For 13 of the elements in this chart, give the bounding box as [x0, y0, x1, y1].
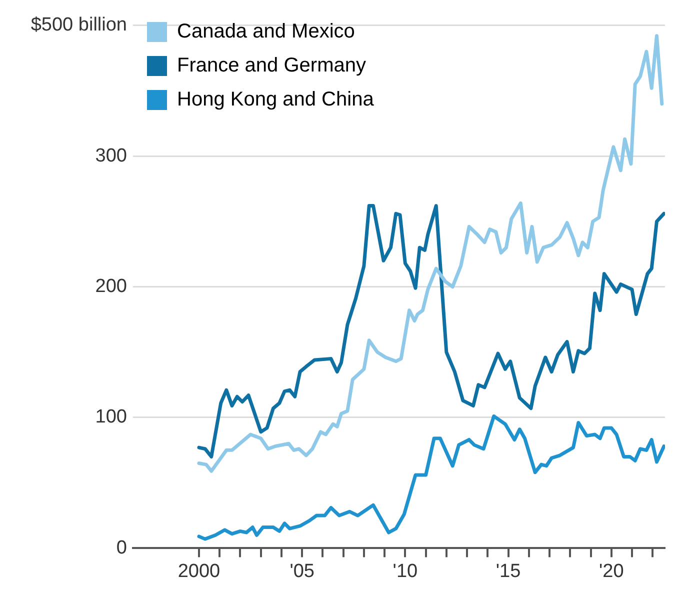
x-tick-label: 2000 [178, 560, 220, 582]
legend-label: France and Germany [177, 54, 366, 77]
x-tick-label: '15 [496, 560, 521, 582]
y-tick-label: 200 [95, 276, 127, 298]
legend-label: Canada and Mexico [177, 20, 355, 43]
x-tick-label: '10 [392, 560, 418, 582]
x-tick-label: '20 [599, 560, 624, 582]
y-tick-label: 100 [95, 406, 127, 428]
text: $500 billion [30, 14, 127, 36]
y-tick-label: 0 [116, 537, 127, 558]
y-tick-label: 300 [95, 145, 127, 166]
legend-label: Hong Kong and China [177, 88, 375, 111]
x-tick-label: '05 [290, 560, 314, 582]
